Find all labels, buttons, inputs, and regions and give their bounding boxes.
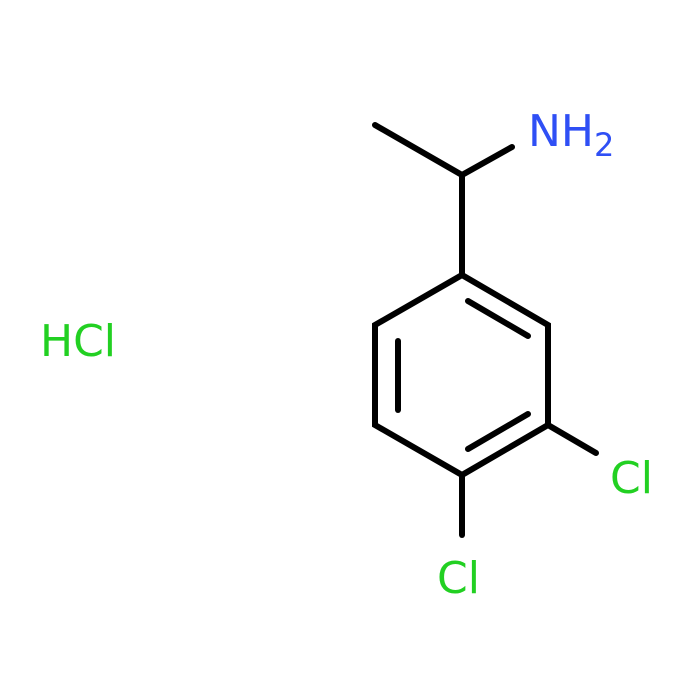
- bond: [459, 144, 515, 178]
- double-bond: [465, 411, 531, 452]
- atom-label: NH: [528, 106, 594, 157]
- amine-label: NH2: [528, 106, 614, 164]
- double-bond: [465, 298, 531, 339]
- atom-subscript: 2: [594, 126, 614, 164]
- salt-label: HCl: [40, 316, 116, 367]
- bond: [372, 122, 465, 178]
- chlorine-label: Cl: [437, 553, 480, 604]
- bonds: [372, 122, 599, 538]
- bond: [545, 422, 599, 456]
- chlorine-label: Cl: [610, 453, 653, 504]
